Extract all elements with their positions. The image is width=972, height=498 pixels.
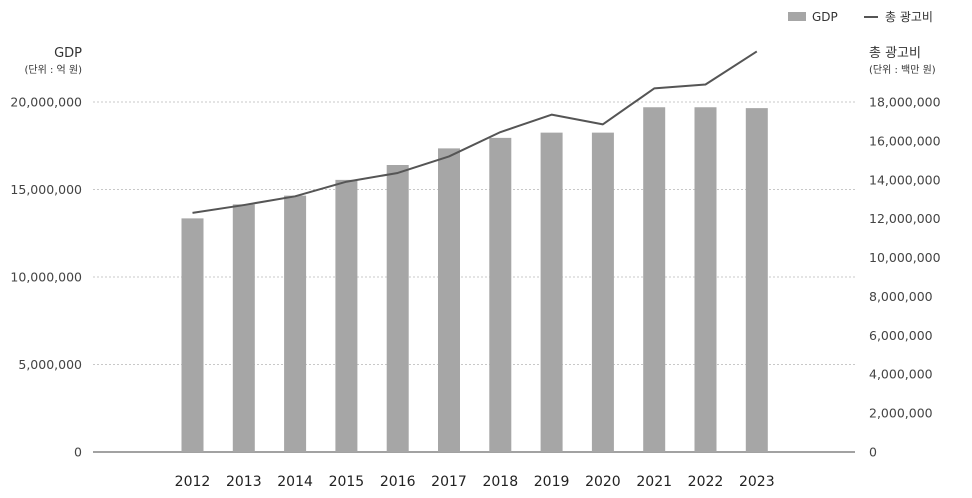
left-tick-label: 0 [74, 445, 82, 460]
x-tick-label: 2018 [482, 474, 518, 490]
x-tick-label: 2012 [175, 474, 211, 490]
legend: GDP 총 광고비 [788, 10, 933, 24]
right-tick-label: 4,000,000 [869, 367, 933, 382]
right-tick-label: 6,000,000 [869, 328, 933, 343]
right-tick-label: 16,000,000 [869, 133, 941, 148]
gdp-bars [181, 107, 768, 452]
left-tick-label: 10,000,000 [10, 270, 82, 285]
right-tick-label: 8,000,000 [869, 289, 933, 304]
x-tick-label: 2020 [585, 474, 621, 490]
left-tick-label: 5,000,000 [18, 357, 82, 372]
gdp-bar [284, 195, 307, 452]
ad-spend-line-path [192, 50, 758, 214]
right-axis-unit: (단위 : 백만 원) [869, 63, 936, 76]
left-tick-label: 20,000,000 [10, 95, 82, 110]
x-tick-label: 2022 [688, 474, 724, 490]
legend-ad-spend-label: 총 광고비 [885, 10, 933, 24]
right-tick-label: 12,000,000 [869, 211, 941, 226]
right-tick-label: 14,000,000 [869, 172, 941, 187]
right-tick-label: 0 [869, 445, 877, 460]
right-tick-label: 18,000,000 [869, 95, 941, 110]
x-tick-label: 2016 [380, 474, 416, 490]
legend-gdp-swatch [788, 12, 806, 21]
left-axis-ticks: 0 5,000,000 10,000,000 15,000,000 20,000,000 [10, 95, 82, 460]
x-tick-label: 2014 [277, 474, 313, 490]
gdp-bar [232, 204, 255, 452]
right-tick-label: 10,000,000 [869, 250, 941, 265]
ad-spend-line [192, 50, 758, 214]
x-tick-label: 2015 [329, 474, 365, 490]
gdp-bar [745, 108, 768, 452]
gdp-bar [181, 218, 204, 452]
gdp-bar [591, 132, 614, 452]
x-tick-label: 2023 [739, 474, 775, 490]
gdp-bar [489, 137, 512, 452]
gdp-bar [438, 148, 460, 452]
right-axis-title: 총 광고비 [869, 46, 921, 61]
gdp-bar [694, 107, 717, 452]
gdp-bar [540, 132, 563, 452]
gdp-bar [643, 107, 666, 452]
legend-gdp-label: GDP [812, 10, 838, 24]
right-tick-label: 2,000,000 [869, 406, 933, 421]
x-tick-label: 2021 [636, 474, 672, 490]
x-tick-label: 2013 [226, 474, 262, 490]
right-axis-ticks: 0 2,000,000 4,000,000 6,000,000 8,000,000 10,… [869, 95, 941, 460]
gdp-bar [335, 179, 358, 452]
x-axis-ticks: 2012 2013 2014 2015 2016 2017 2018 2019 2020 2021… [175, 474, 775, 490]
left-axis-title: GDP [54, 46, 82, 61]
x-tick-label: 2017 [431, 474, 467, 490]
left-tick-label: 15,000,000 [10, 182, 82, 197]
left-axis-unit: (단위 : 억 원) [24, 63, 82, 76]
gridlines [93, 101, 855, 453]
gdp-bar [386, 165, 409, 452]
x-tick-label: 2019 [534, 474, 570, 490]
